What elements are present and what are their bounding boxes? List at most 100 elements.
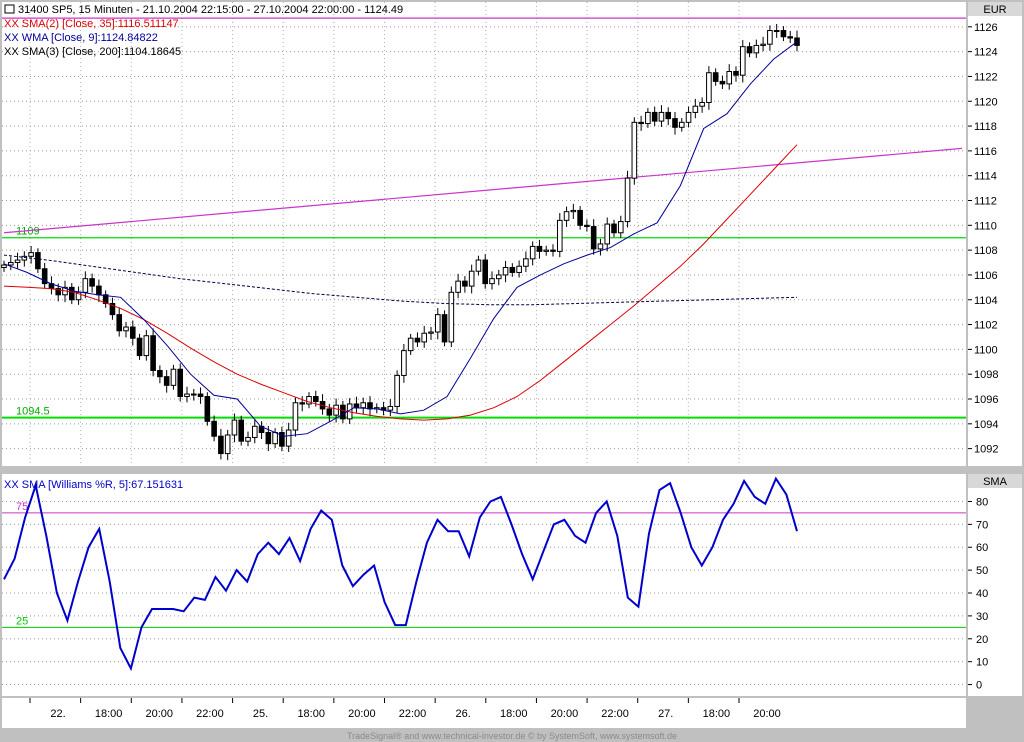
candle-up <box>448 291 455 343</box>
candle-up <box>360 402 367 409</box>
candle-up <box>495 274 502 280</box>
candle-down <box>651 111 658 122</box>
time-tick-label: 22:00 <box>399 708 427 720</box>
candle-down <box>746 46 753 54</box>
time-tick-label: 20:00 <box>348 708 376 720</box>
candle-up <box>529 245 536 260</box>
candle-up <box>475 259 482 272</box>
candle-up <box>394 374 400 407</box>
price-tick-label: 1118 <box>974 121 997 133</box>
indicator-gridlines <box>2 500 966 686</box>
candle-up <box>502 266 509 276</box>
price-axis <box>968 2 1022 466</box>
ma-line <box>3 144 798 421</box>
price-tick-label: 1106 <box>974 270 998 282</box>
price-tick-label: 1116 <box>974 146 997 158</box>
candle-up <box>563 211 570 221</box>
candle-up <box>516 265 522 273</box>
candle-down <box>353 403 360 409</box>
candle-up <box>184 393 190 398</box>
indicator-tick-label: 60 <box>976 542 988 554</box>
sma200-legend: XX SMA(3) [Close, 200]:1104.18645 <box>4 46 181 58</box>
candle-down <box>733 70 739 76</box>
candle-up <box>570 209 577 213</box>
ma-line <box>3 41 798 437</box>
candle-up <box>251 425 258 438</box>
candle-down <box>577 209 583 226</box>
candle-down <box>41 268 48 285</box>
candle-down <box>102 294 109 304</box>
time-tick-label: 20:00 <box>753 708 781 720</box>
horizontal-line-label: 1109 <box>16 226 40 238</box>
candle-up <box>190 393 197 396</box>
indicator-tick-label: 20 <box>976 634 988 646</box>
candle-up <box>706 72 712 103</box>
candle-down <box>55 288 62 296</box>
indicator-axis-ticks: 0 10 20 30 40 50 60 70 80 <box>968 496 988 692</box>
candle-up <box>28 252 34 257</box>
time-tick-label: 18:00 <box>95 708 123 720</box>
indicator-tick-label: 10 <box>976 657 988 669</box>
chart-title: 31400 SP5, 15 Minuten - 21.10.2004 22:15… <box>18 4 403 16</box>
candle-down <box>638 121 644 125</box>
williams-legend: XX SMA [Williams %R, 5]:67.151631 <box>4 479 183 491</box>
price-axis-ticks: 1092 1094 1096 1098 1100 1102 1104 1106 1108 1110… <box>968 22 998 456</box>
candle-up <box>617 221 624 234</box>
candle-down <box>211 420 217 437</box>
time-axis <box>2 698 966 728</box>
candle-up <box>387 405 394 411</box>
candle-down <box>279 432 285 447</box>
indicator-tick-label: 40 <box>976 588 988 600</box>
candle-down <box>326 408 333 416</box>
candle-up <box>434 314 441 333</box>
indicator-panel[interactable] <box>2 474 966 696</box>
currency-label: EUR <box>983 4 1006 16</box>
candle-up <box>333 404 339 416</box>
price-tick-label: 1124 <box>974 47 998 59</box>
candle-up <box>421 332 428 343</box>
time-tick-label: 20:00 <box>551 708 579 720</box>
candle-down <box>719 80 726 85</box>
price-tick-label: 1122 <box>974 71 998 83</box>
candle-down <box>157 369 163 378</box>
candle-down <box>462 280 468 287</box>
candle-up <box>143 335 150 357</box>
candle-up <box>272 432 278 445</box>
candle-up <box>245 436 251 442</box>
candle-up <box>699 101 705 107</box>
candle-up <box>428 331 434 334</box>
time-tick-label: 18:00 <box>703 708 731 720</box>
candle-up <box>624 177 631 223</box>
candle-up <box>407 337 414 352</box>
candle-up <box>468 270 475 287</box>
candle-down <box>197 393 204 398</box>
candle-up <box>658 111 665 122</box>
price-tick-label: 1092 <box>974 444 998 456</box>
candle-up <box>760 43 766 46</box>
candle-down <box>218 435 224 455</box>
price-tick-label: 1110 <box>974 220 997 232</box>
candle-up <box>306 396 312 405</box>
candle-down <box>787 36 794 39</box>
candle-down <box>109 302 116 316</box>
candle-up <box>224 434 231 455</box>
candle-up <box>7 262 14 266</box>
candle-down <box>340 404 346 420</box>
level-label: 25 <box>16 615 28 627</box>
price-tick-label: 1104 <box>974 295 998 307</box>
time-tick-label: 22. <box>50 708 65 720</box>
price-panel[interactable] <box>2 2 966 466</box>
price-tick-label: 1120 <box>974 96 998 108</box>
candle-up <box>21 255 28 261</box>
candle-up <box>170 368 177 386</box>
indicator-drawings: 75 25 <box>2 476 966 672</box>
candle-down <box>550 249 556 252</box>
candle-up <box>631 121 638 179</box>
candle-up <box>604 223 611 245</box>
candle-down <box>509 266 516 273</box>
window-icon <box>4 4 15 14</box>
indicator-tick-label: 50 <box>976 565 988 577</box>
indicator-tick-label: 30 <box>976 611 988 623</box>
candle-down <box>35 252 41 270</box>
